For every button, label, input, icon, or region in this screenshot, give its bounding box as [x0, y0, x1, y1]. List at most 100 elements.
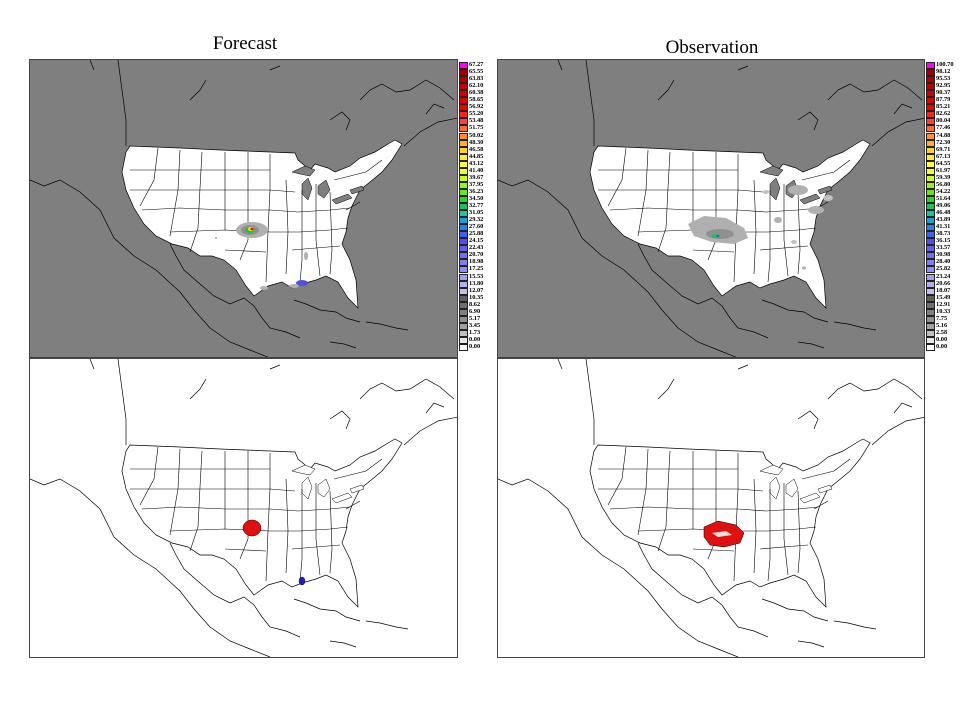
legend-entry: 29.32: [459, 216, 509, 225]
forecast-field-svg: [30, 60, 457, 357]
legend-value: 51.75: [469, 124, 484, 132]
legend-entry: 65.55: [459, 68, 509, 77]
observation-objects-map: [497, 358, 925, 658]
legend-entry: 64.55: [926, 160, 960, 168]
legend-swatch: [459, 252, 468, 260]
legend-value: 58.65: [469, 96, 484, 104]
legend-swatch: [459, 238, 468, 246]
legend-entry: 25.88: [459, 230, 509, 239]
legend-entry: 43.12: [459, 160, 509, 168]
legend-entry: 20.66: [926, 280, 960, 288]
legend-entry: 55.20: [459, 110, 509, 119]
legend-value: 29.32: [469, 216, 484, 224]
legend-value: 15.53: [469, 272, 484, 280]
legend-swatch: [926, 287, 935, 295]
legend-swatch: [926, 252, 935, 260]
legend-entry: 67.27: [459, 61, 509, 69]
legend-swatch: [926, 160, 935, 168]
legend-swatch: [926, 167, 935, 175]
legend-value: 63.83: [469, 75, 484, 83]
legend-swatch: [459, 294, 468, 302]
legend-value: 60.38: [469, 89, 484, 97]
legend-entry: 0.00: [926, 336, 960, 344]
legend-entry: 39.67: [459, 174, 509, 182]
legend-value: 67.13: [936, 152, 951, 160]
legend-entry: 69.71: [926, 145, 960, 154]
legend-entry: 13.80: [459, 280, 509, 288]
legend-entry: 41.31: [926, 223, 960, 232]
legend-swatch: [926, 104, 935, 112]
legend-entry: 48.30: [459, 139, 509, 147]
legend-swatch: [926, 97, 935, 105]
legend-value: 20.70: [469, 251, 484, 259]
legend-swatch: [459, 76, 468, 84]
legend-value: 23.24: [936, 272, 951, 280]
legend-entry: 24.15: [459, 237, 509, 246]
observation-color-legend: 100.70 98.12 95.53 92.95 90.37 87.79 85.21 82.6…: [926, 61, 960, 357]
legend-swatch: [459, 344, 468, 351]
legend-value: 2.58: [936, 328, 948, 336]
legend-entry: 3.45: [459, 322, 509, 330]
forecast-title: Forecast: [212, 33, 278, 54]
legend-entry: 53.48: [459, 117, 509, 126]
legend-swatch: [926, 146, 935, 154]
legend-value: 24.15: [469, 237, 484, 245]
legend-entry: 51.64: [926, 195, 960, 203]
legend-swatch: [459, 266, 468, 274]
legend-swatch: [926, 118, 935, 126]
legend-swatch: [459, 280, 468, 288]
legend-entry: 36.15: [926, 237, 960, 246]
legend-value: 0.00: [936, 343, 948, 350]
legend-entry: 2.58: [926, 328, 960, 337]
forecast-field-map: [29, 59, 458, 358]
legend-entry: 80.04: [926, 117, 960, 126]
legend-value: 25.88: [469, 230, 484, 238]
legend-swatch: [926, 125, 935, 133]
legend-value: 27.60: [469, 223, 484, 231]
legend-value: 31.05: [469, 209, 484, 217]
legend-entry: 0.00: [926, 343, 960, 351]
legend-value: 46.48: [936, 209, 951, 217]
legend-swatch: [459, 167, 468, 175]
legend-swatch: [459, 336, 468, 344]
legend-value: 69.71: [936, 145, 951, 153]
legend-swatch: [459, 301, 468, 309]
legend-swatch: [926, 315, 935, 323]
legend-value: 5.17: [469, 314, 481, 322]
forecast-precip-area: [215, 222, 308, 290]
legend-swatch: [926, 90, 935, 98]
legend-entry: 12.07: [459, 287, 509, 295]
legend-swatch: [926, 76, 935, 84]
legend-swatch: [459, 125, 468, 133]
legend-entry: 15.49: [926, 294, 960, 302]
legend-value: 95.53: [936, 75, 951, 83]
legend-swatch: [926, 181, 935, 189]
legend-value: 6.90: [469, 307, 481, 315]
forecast-objects-svg: [30, 359, 457, 657]
legend-swatch: [926, 273, 935, 281]
legend-entry: 34.50: [459, 195, 509, 203]
legend-value: 0.00: [469, 343, 481, 350]
legend-entry: 61.97: [926, 167, 960, 175]
legend-entry: 10.33: [926, 308, 960, 316]
legend-swatch: [926, 238, 935, 246]
legend-entry: 8.62: [459, 301, 509, 309]
legend-value: 59.39: [936, 173, 951, 181]
legend-entry: 54.22: [926, 188, 960, 196]
legend-value: 0.00: [469, 335, 481, 343]
legend-swatch: [926, 308, 935, 316]
legend-entry: 63.83: [459, 75, 509, 84]
legend-swatch: [459, 69, 468, 77]
legend-entry: 58.65: [459, 96, 509, 105]
legend-value: 65.55: [469, 68, 484, 76]
legend-value: 22.43: [469, 244, 484, 252]
legend-entry: 95.53: [926, 75, 960, 84]
legend-swatch: [926, 266, 935, 274]
legend-value: 41.31: [936, 223, 951, 231]
legend-value: 36.15: [936, 237, 951, 245]
legend-entry: 28.40: [926, 258, 960, 267]
legend-swatch: [926, 132, 935, 140]
legend-entry: 37.95: [459, 181, 509, 189]
legend-value: 32.77: [469, 202, 484, 209]
legend-value: 41.40: [469, 166, 484, 174]
